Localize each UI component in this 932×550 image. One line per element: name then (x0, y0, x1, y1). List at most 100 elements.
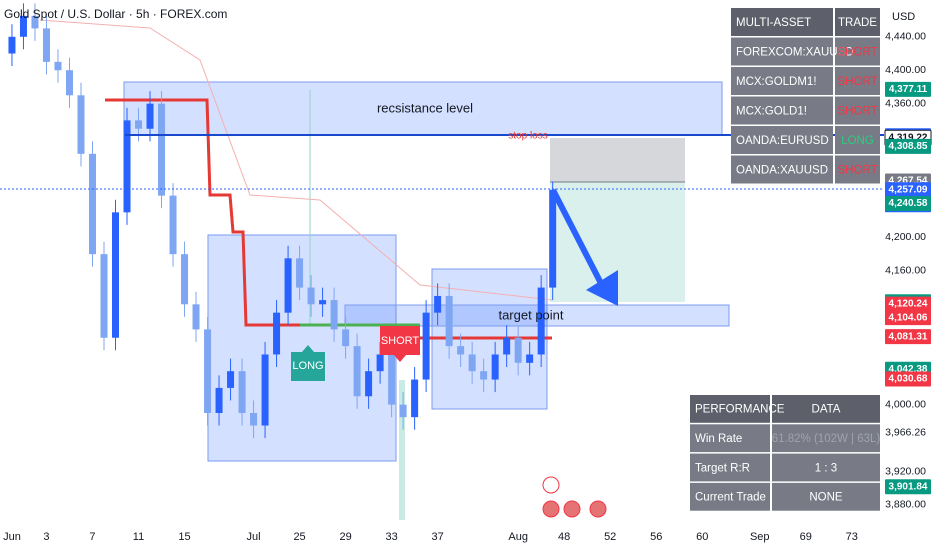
candle-body (526, 354, 534, 363)
table-text: FOREXCOM:XAUUSD (736, 46, 854, 58)
table-cell (772, 453, 880, 482)
table-text: MCX:GOLDM1! (736, 76, 817, 88)
x-tick-label: Jun (3, 531, 21, 543)
x-tick-label: 48 (558, 531, 570, 543)
x-tick-label: 25 (293, 531, 305, 543)
candle-body (307, 287, 315, 305)
chart-title: Gold Spot / U.S. Dollar · 5h · FOREX.com (4, 7, 227, 21)
short-label (380, 326, 420, 362)
table-text: SHORT (837, 46, 877, 58)
trend-line (105, 98, 300, 327)
candle-body (42, 28, 50, 62)
table-cell (835, 155, 880, 184)
candle-body (77, 95, 85, 154)
y-tick-label: 4,440.00 (885, 31, 926, 43)
short-label-text: SHORT (381, 335, 420, 347)
price-tag (885, 371, 931, 387)
annotation: target point (498, 307, 563, 322)
candle-body (376, 354, 384, 372)
candle-body (388, 354, 396, 405)
candle-body (365, 371, 373, 397)
currency: USD (892, 11, 915, 23)
table-text: Target R:R (695, 462, 750, 474)
candle-body (445, 295, 453, 347)
event-icon (563, 500, 581, 518)
long-label-text: LONG (292, 360, 323, 372)
candle-body (8, 36, 16, 54)
y-tick-label: 4,360.00 (885, 97, 926, 109)
x-tick-label: 56 (650, 531, 662, 543)
table-cell (690, 395, 770, 423)
table-cell (731, 67, 833, 95)
candle-body (514, 337, 522, 363)
table-cell (835, 96, 880, 125)
stop-zone (550, 138, 685, 182)
price-tag-label: 4,319.22 (889, 132, 928, 143)
candle-body (100, 254, 108, 338)
price-tag (885, 479, 931, 495)
arrow-head (586, 270, 618, 306)
table-cell (731, 155, 833, 184)
table-cell (772, 395, 880, 423)
event-icon (589, 500, 607, 518)
table-cell (772, 482, 880, 511)
candle-body (204, 329, 212, 413)
candle-body (422, 312, 430, 380)
table-cell (835, 126, 880, 154)
price-tag (885, 196, 931, 212)
price-tag (885, 138, 931, 154)
y-tick-label: 4,200.00 (885, 231, 926, 243)
price-tag-label: 3,901.84 (889, 481, 928, 492)
price-tag-label: 4,267.54 (889, 176, 928, 187)
candle-body (19, 15, 27, 37)
table-text: OANDA:EURUSD (736, 135, 829, 147)
x-tick-label: 73 (846, 531, 858, 543)
price-tag (885, 296, 931, 312)
table-cell (731, 96, 833, 125)
table-text: 61.82% (102W | 63L) (772, 433, 881, 445)
candle-body (181, 254, 189, 305)
candle-body (123, 120, 131, 213)
y-tick-label: 3,966.26 (885, 427, 926, 439)
x-tick-label: 69 (800, 531, 812, 543)
candle-body (31, 15, 39, 29)
resistance-box (123, 81, 723, 136)
candle-body (342, 329, 350, 347)
candle-body (273, 312, 281, 355)
y-tick-label: 3,880.00 (885, 499, 926, 511)
indicator-line (39, 19, 553, 301)
candle-body (65, 70, 73, 96)
table-text: SHORT (837, 105, 877, 117)
x-tick-label: 7 (89, 531, 95, 543)
table-cell (835, 67, 880, 95)
x-tick-label: Aug (508, 531, 528, 543)
candles (8, 3, 557, 439)
y-tick-label: 4,400.00 (885, 64, 926, 76)
price-tag (885, 329, 931, 345)
price-tag (885, 81, 931, 97)
candle-body (399, 404, 407, 418)
x-tick-label: Jul (247, 531, 261, 543)
table-cell (835, 8, 880, 36)
table-text: MCX:GOLD1! (736, 105, 807, 117)
arrow (550, 188, 611, 299)
x-tick-label: Sep (750, 531, 770, 543)
y-tick-label: 4,000.00 (885, 398, 926, 410)
price-tag-label: 4,042.38 (889, 364, 928, 375)
price-tag-label: 4,030.68 (889, 374, 928, 385)
candle-body (319, 300, 327, 305)
price-tag-label: 4,120.24 (889, 299, 928, 310)
price-tag-label: 4,104.06 (889, 312, 928, 323)
price-tag-label: 4,240.58 (889, 198, 928, 209)
table-text: NONE (809, 492, 843, 504)
candle-body (480, 371, 488, 380)
event-icon (542, 476, 560, 494)
price-tag-label: 4,257.09 (889, 184, 928, 195)
candle-body (457, 346, 465, 355)
annotation: recsistance level (377, 100, 473, 115)
x-tick-label: 3 (43, 531, 49, 543)
candle-body (54, 61, 62, 71)
x-tick-label: 11 (133, 531, 144, 543)
table-text: MULTI-ASSET (736, 17, 811, 29)
candle-body (491, 354, 499, 380)
